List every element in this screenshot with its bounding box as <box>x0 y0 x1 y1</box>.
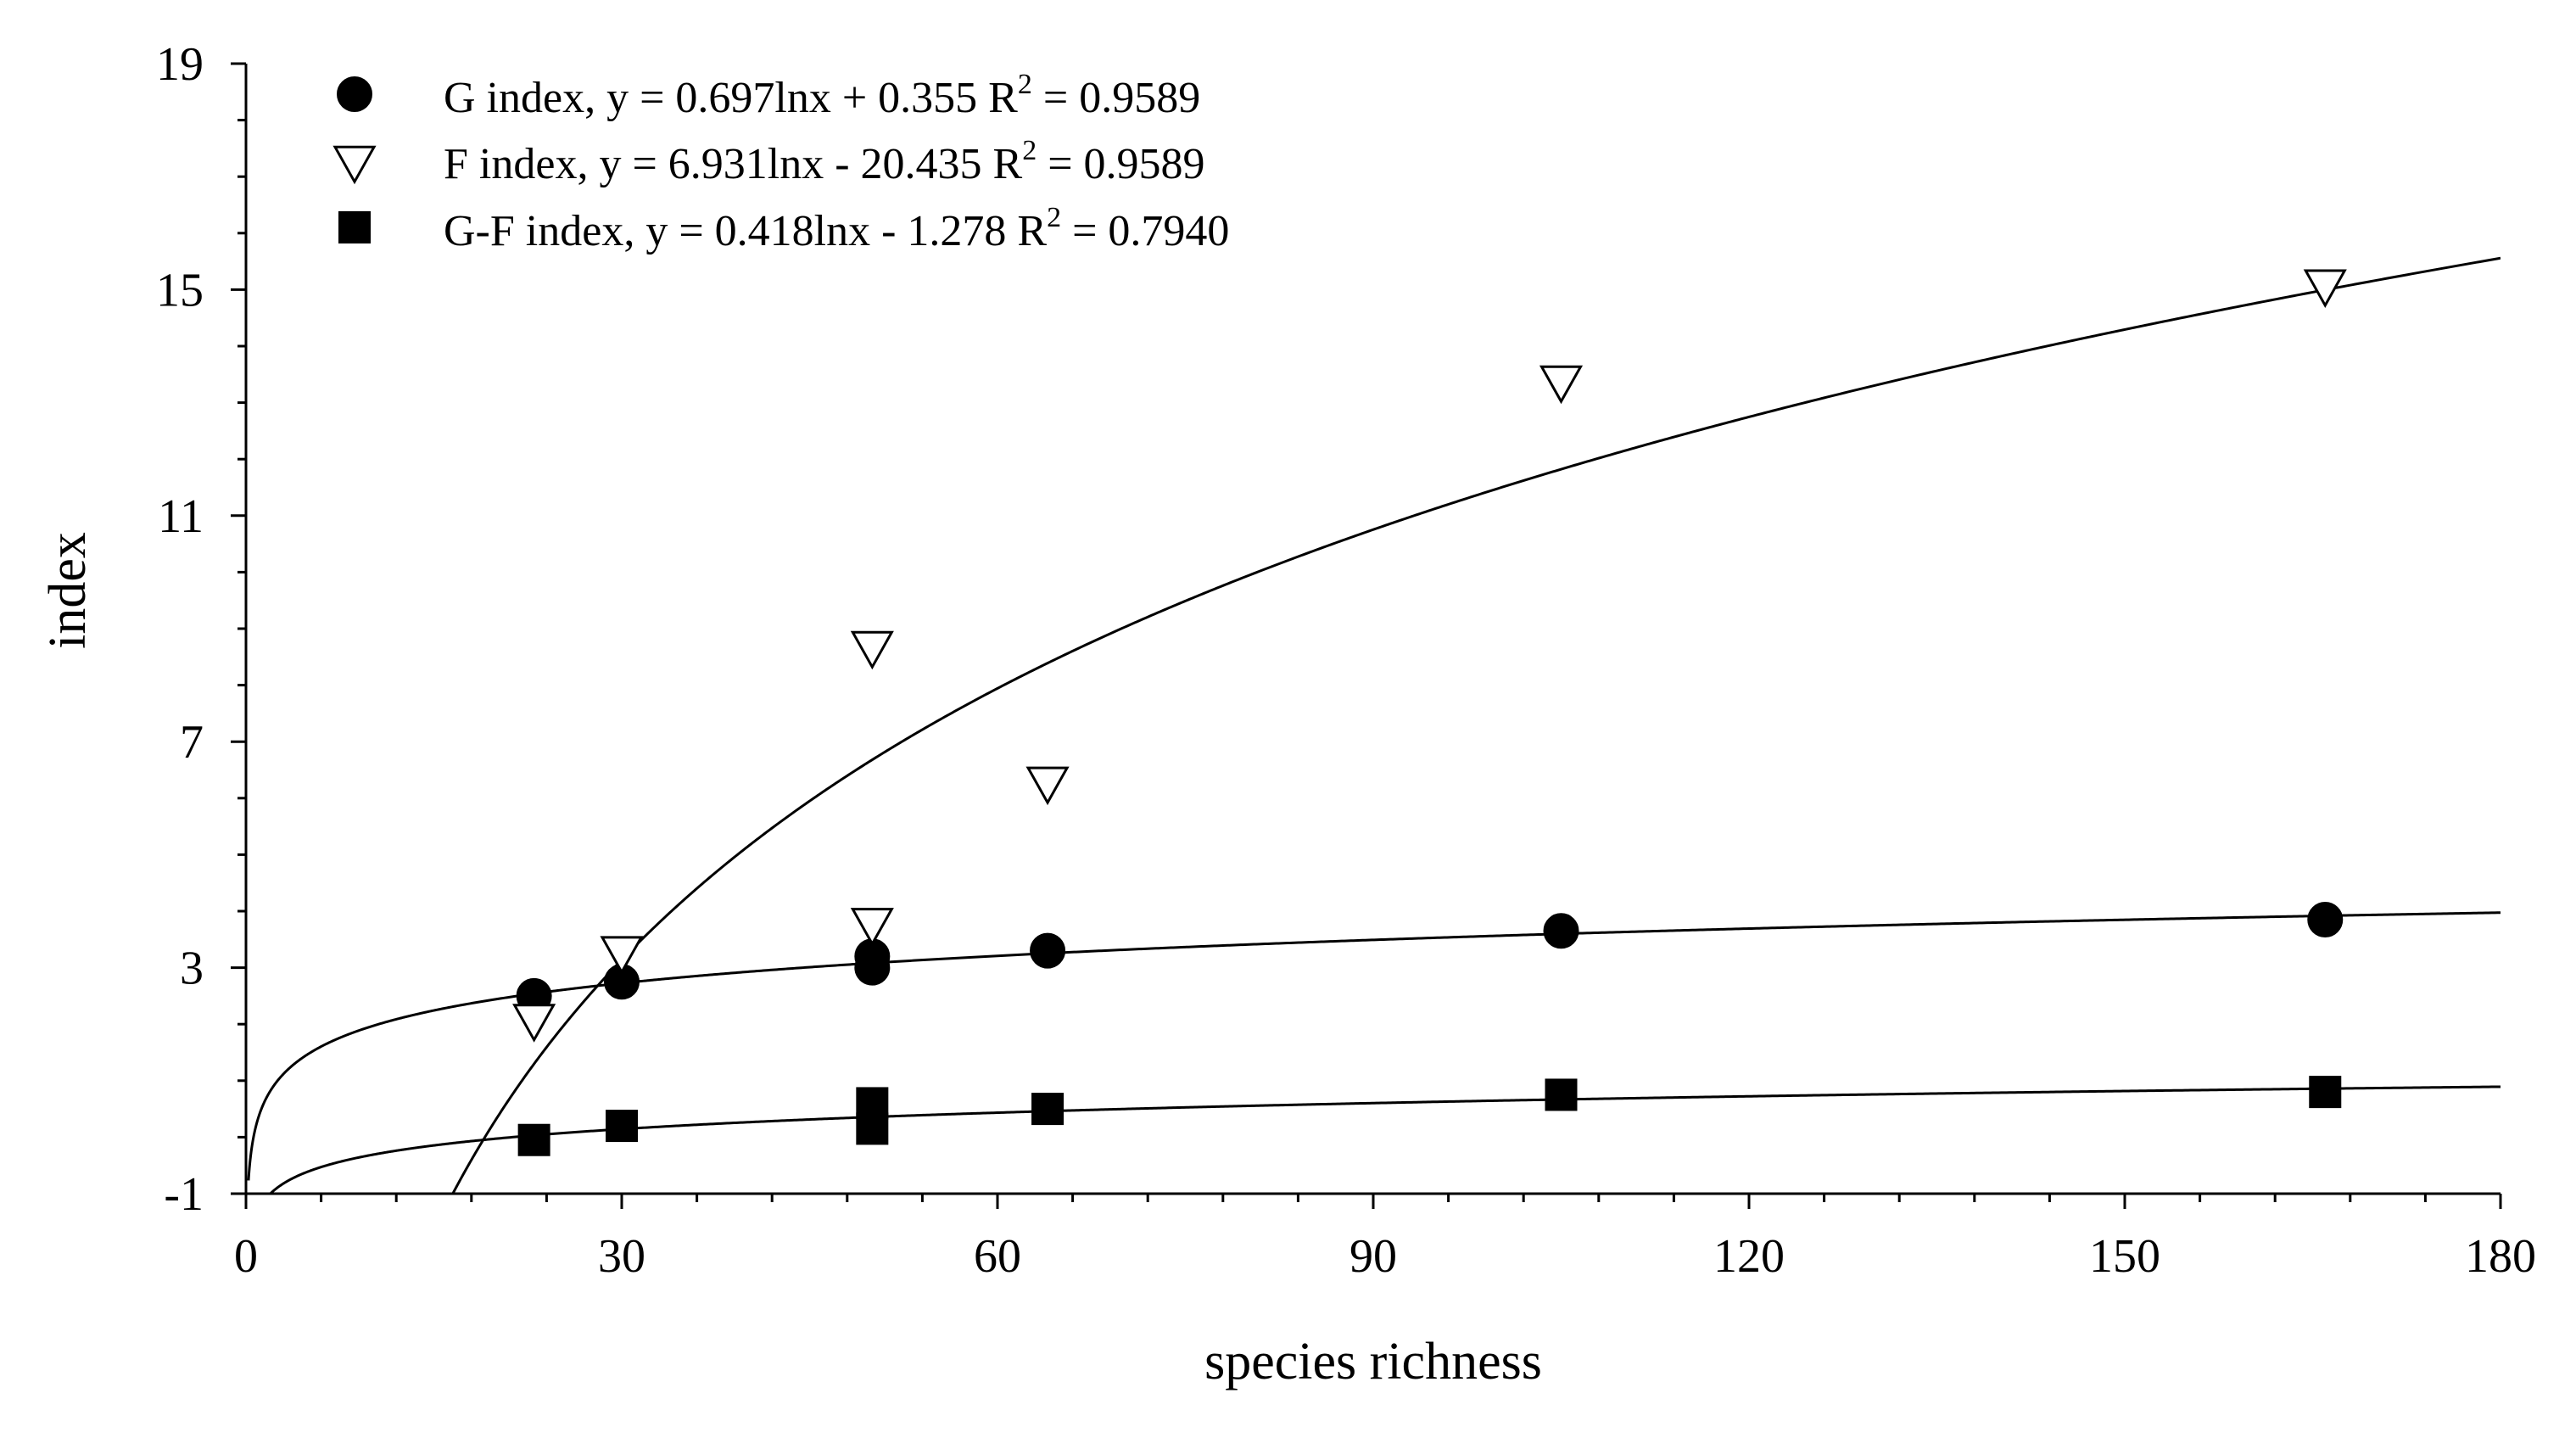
data-point-g-index <box>854 949 891 986</box>
data-point-f-index <box>850 908 894 947</box>
x-tick-label: 30 <box>598 1230 645 1283</box>
legend-marker <box>338 211 371 243</box>
legend: G index, y = 0.697lnx + 0.355 R2 = 0.958… <box>332 69 1229 255</box>
data-point-f-index <box>1539 365 1584 405</box>
data-point-g-f-index <box>517 1123 550 1156</box>
data-point-g-f-index <box>2309 1076 2342 1109</box>
y-axis-title: index <box>39 532 97 649</box>
data-points <box>512 269 2347 1156</box>
data-point-f-index <box>1025 766 1070 806</box>
data-point-g-f-index <box>856 1112 889 1145</box>
ticks <box>231 62 2502 1209</box>
x-tick-label: 60 <box>974 1230 1021 1283</box>
tick-labels: -1 3 7 11 15 19 0 30 60 90 120 150 180 <box>156 38 2536 1283</box>
x-tick-label: 120 <box>1713 1230 1785 1283</box>
fit-curve-g-f-index <box>268 1085 2501 1194</box>
fit-curves <box>247 256 2501 1194</box>
data-point-g-index <box>1030 932 1066 969</box>
legend-label: G index, y = 0.697lnx + 0.355 R2 = 0.958… <box>444 69 1200 122</box>
x-axis-title: species richness <box>1204 1333 1542 1390</box>
data-point-f-index <box>512 1004 556 1043</box>
y-tick-label: -1 <box>164 1168 204 1221</box>
fit-curve-g-index <box>247 911 2501 1181</box>
data-point-g-index <box>1543 913 1579 949</box>
y-tick-label: 11 <box>158 490 204 543</box>
y-tick-label: 3 <box>180 943 204 995</box>
data-point-g-f-index <box>1545 1078 1578 1111</box>
x-tick-label: 90 <box>1349 1230 1397 1283</box>
data-point-g-index <box>2307 901 2344 937</box>
x-tick-label: 0 <box>234 1230 258 1283</box>
legend-marker <box>337 76 372 112</box>
y-tick-label: 7 <box>180 716 204 769</box>
data-point-g-f-index <box>606 1110 638 1143</box>
y-tick-label: 19 <box>156 38 204 91</box>
legend-label: F index, y = 6.931lnx - 20.435 R2 = 0.95… <box>444 135 1205 188</box>
legend-marker <box>332 145 377 185</box>
fit-curve-f-index <box>451 256 2501 1194</box>
x-tick-label: 180 <box>2465 1230 2536 1283</box>
data-point-g-f-index <box>1031 1093 1064 1126</box>
y-tick-label: 15 <box>156 264 204 316</box>
x-tick-label: 150 <box>2089 1230 2160 1283</box>
data-point-f-index <box>850 630 894 670</box>
data-point-f-index <box>600 936 644 975</box>
data-point-f-index <box>2303 269 2347 309</box>
legend-label: G-F index, y = 0.418lnx - 1.278 R2 = 0.7… <box>444 202 1229 255</box>
